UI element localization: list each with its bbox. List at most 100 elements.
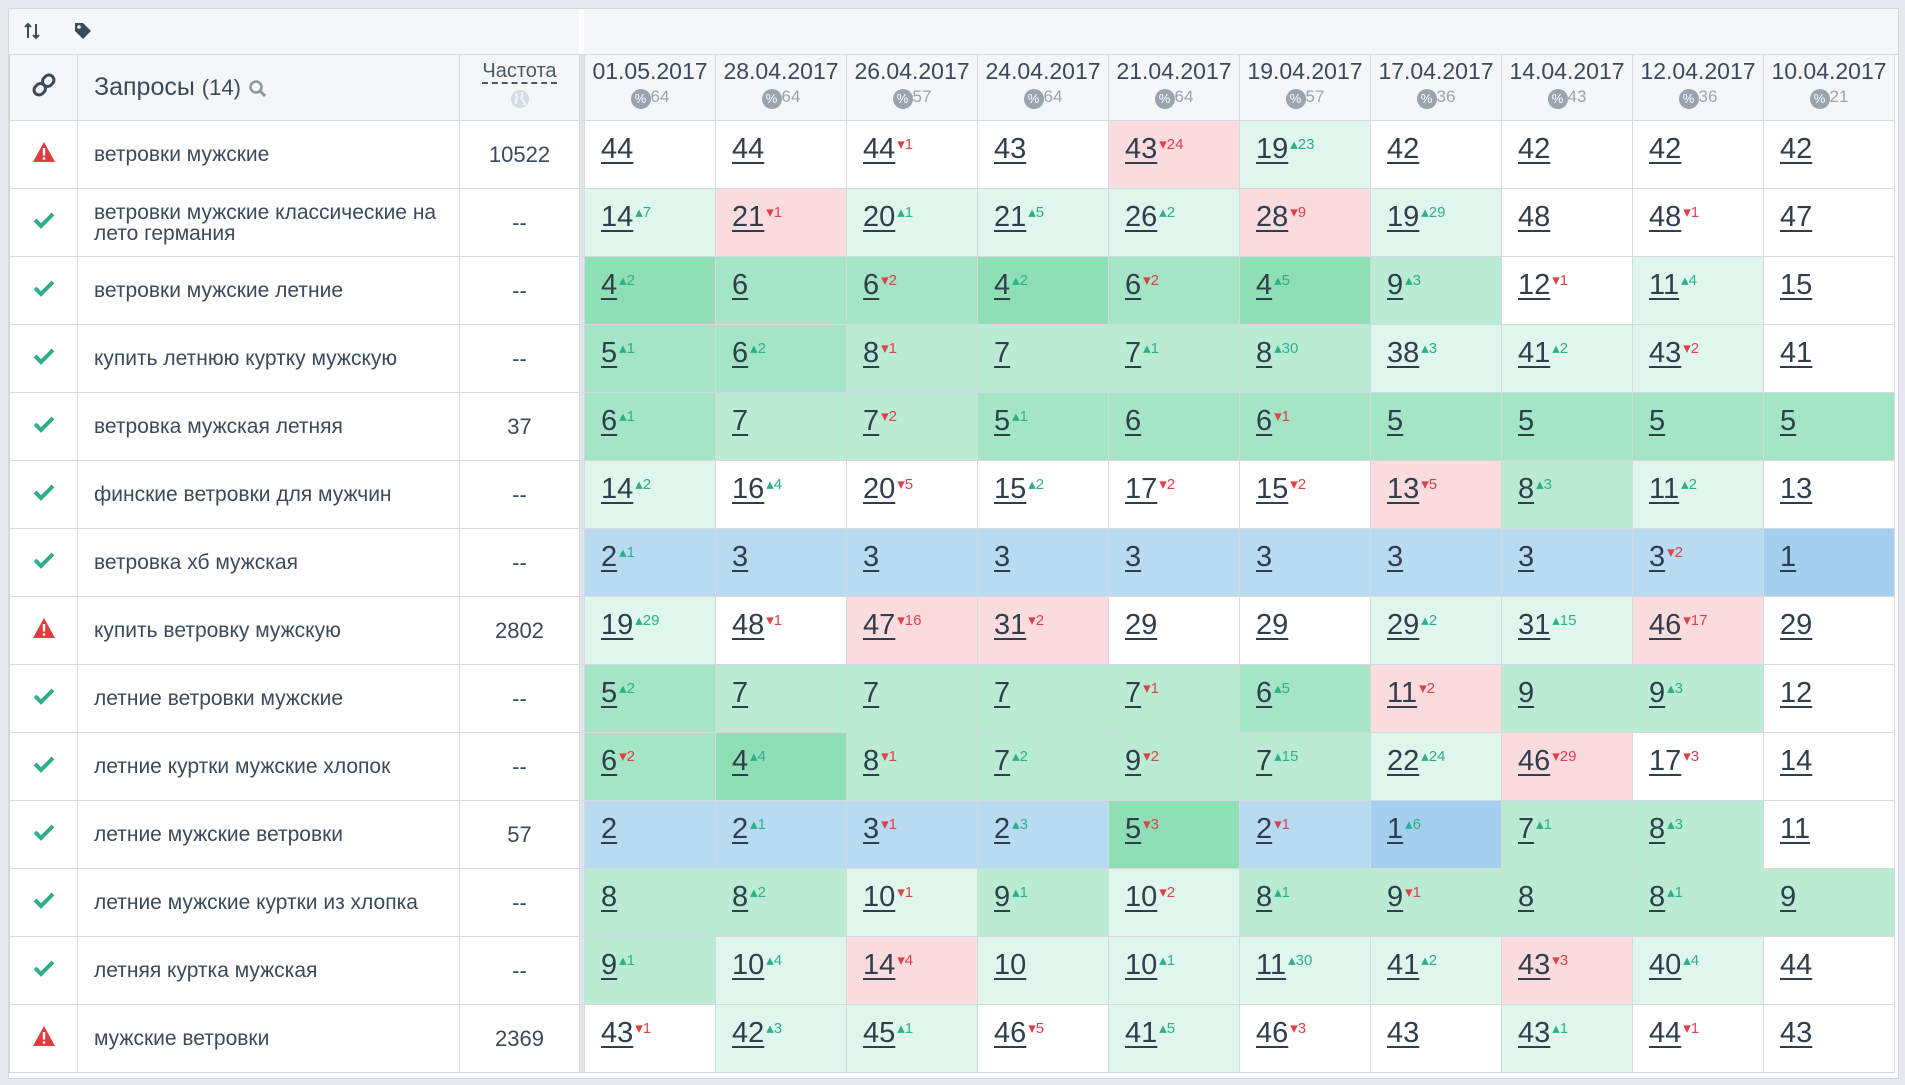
position-value[interactable]: 5 xyxy=(1649,405,1666,437)
position-value[interactable]: 8 xyxy=(1518,881,1535,913)
position-value[interactable]: 6 xyxy=(601,405,618,437)
position-value[interactable]: 44 xyxy=(601,133,634,165)
position-value[interactable]: 6 xyxy=(732,269,749,301)
query-text[interactable]: купить ветровку мужскую xyxy=(77,596,460,665)
position-value[interactable]: 26 xyxy=(1125,201,1158,233)
position-value[interactable]: 3 xyxy=(994,541,1011,573)
position-value[interactable]: 43 xyxy=(1387,1017,1420,1049)
position-value[interactable]: 4 xyxy=(601,269,618,301)
position-value[interactable]: 6 xyxy=(1256,677,1273,709)
position-value[interactable]: 15 xyxy=(1256,473,1289,505)
position-value[interactable]: 10 xyxy=(994,949,1027,981)
link-icon[interactable] xyxy=(29,70,59,100)
position-value[interactable]: 5 xyxy=(1387,405,1404,437)
position-value[interactable]: 4 xyxy=(994,269,1011,301)
position-value[interactable]: 28 xyxy=(1256,201,1289,233)
position-value[interactable]: 3 xyxy=(863,541,880,573)
position-value[interactable]: 44 xyxy=(732,133,765,165)
position-value[interactable]: 3 xyxy=(1125,541,1142,573)
position-value[interactable]: 29 xyxy=(1387,609,1420,641)
position-value[interactable]: 40 xyxy=(1649,949,1682,981)
position-value[interactable]: 2 xyxy=(732,813,749,845)
query-text[interactable]: ветровки мужские классические на лето ге… xyxy=(77,188,460,257)
position-value[interactable]: 10 xyxy=(1125,881,1158,913)
position-value[interactable]: 3 xyxy=(1387,541,1404,573)
position-value[interactable]: 8 xyxy=(1518,473,1535,505)
tag-icon[interactable] xyxy=(73,21,93,41)
queries-header[interactable]: Запросы (14) xyxy=(77,54,460,121)
position-value[interactable]: 9 xyxy=(1387,269,1404,301)
position-value[interactable]: 42 xyxy=(1780,133,1813,165)
position-value[interactable]: 46 xyxy=(1256,1017,1289,1049)
position-value[interactable]: 6 xyxy=(601,745,618,777)
position-value[interactable]: 48 xyxy=(1649,201,1682,233)
position-value[interactable]: 41 xyxy=(1125,1017,1158,1049)
position-value[interactable]: 10 xyxy=(1125,949,1158,981)
position-value[interactable]: 47 xyxy=(863,609,896,641)
position-value[interactable]: 11 xyxy=(1256,949,1287,981)
position-value[interactable]: 7 xyxy=(994,337,1011,369)
position-value[interactable]: 5 xyxy=(1518,405,1535,437)
position-value[interactable]: 5 xyxy=(601,337,618,369)
position-value[interactable]: 1 xyxy=(1387,813,1404,845)
position-value[interactable]: 11 xyxy=(1649,269,1680,301)
position-value[interactable]: 7 xyxy=(732,677,749,709)
position-value[interactable]: 46 xyxy=(1649,609,1682,641)
position-value[interactable]: 3 xyxy=(1518,541,1535,573)
position-value[interactable]: 8 xyxy=(601,881,618,913)
position-value[interactable]: 14 xyxy=(1780,745,1813,777)
position-value[interactable]: 42 xyxy=(1518,133,1551,165)
position-value[interactable]: 31 xyxy=(994,609,1027,641)
position-value[interactable]: 14 xyxy=(601,201,634,233)
position-value[interactable]: 41 xyxy=(1518,337,1551,369)
position-value[interactable]: 11 xyxy=(1780,813,1811,845)
position-value[interactable]: 14 xyxy=(863,949,896,981)
date-column-header[interactable]: 14.04.2017% 43 xyxy=(1501,54,1633,121)
position-value[interactable]: 43 xyxy=(1125,133,1158,165)
date-column-header[interactable]: 24.04.2017% 64 xyxy=(977,54,1109,121)
position-value[interactable]: 2 xyxy=(1256,813,1273,845)
position-value[interactable]: 7 xyxy=(994,677,1011,709)
position-value[interactable]: 4 xyxy=(1256,269,1273,301)
position-value[interactable]: 20 xyxy=(863,473,896,505)
date-column-header[interactable]: 28.04.2017% 64 xyxy=(715,54,847,121)
position-value[interactable]: 8 xyxy=(863,745,880,777)
position-value[interactable]: 45 xyxy=(863,1017,896,1049)
date-column-header[interactable]: 19.04.2017% 57 xyxy=(1239,54,1371,121)
position-value[interactable]: 42 xyxy=(1387,133,1420,165)
date-column-header[interactable]: 17.04.2017% 36 xyxy=(1370,54,1502,121)
position-value[interactable]: 48 xyxy=(732,609,765,641)
position-value[interactable]: 8 xyxy=(1256,881,1273,913)
query-text[interactable]: летние куртки мужские хлопок xyxy=(77,732,460,801)
position-value[interactable]: 11 xyxy=(1387,677,1418,709)
query-text[interactable]: летняя куртка мужская xyxy=(77,936,460,1005)
query-text[interactable]: ветровка хб мужская xyxy=(77,528,460,597)
position-value[interactable]: 6 xyxy=(863,269,880,301)
position-value[interactable]: 7 xyxy=(863,405,880,437)
position-value[interactable]: 3 xyxy=(863,813,880,845)
date-column-header[interactable]: 26.04.2017% 57 xyxy=(846,54,978,121)
position-value[interactable]: 6 xyxy=(1125,405,1142,437)
position-value[interactable]: 46 xyxy=(1518,745,1551,777)
position-value[interactable]: 16 xyxy=(732,473,765,505)
query-text[interactable]: финские ветровки для мужчин xyxy=(77,460,460,529)
position-value[interactable]: 17 xyxy=(1125,473,1158,505)
position-value[interactable]: 8 xyxy=(1649,881,1666,913)
position-value[interactable]: 41 xyxy=(1387,949,1420,981)
position-value[interactable]: 9 xyxy=(1780,881,1797,913)
position-value[interactable]: 29 xyxy=(1125,609,1158,641)
position-value[interactable]: 9 xyxy=(1125,745,1142,777)
position-value[interactable]: 42 xyxy=(732,1017,765,1049)
position-value[interactable]: 7 xyxy=(1518,813,1535,845)
position-value[interactable]: 46 xyxy=(994,1017,1027,1049)
position-value[interactable]: 11 xyxy=(1649,473,1680,505)
sort-arrows-icon[interactable] xyxy=(23,21,43,41)
position-value[interactable]: 9 xyxy=(1387,881,1404,913)
position-value[interactable]: 7 xyxy=(863,677,880,709)
position-value[interactable]: 5 xyxy=(601,677,618,709)
position-value[interactable]: 1 xyxy=(1780,541,1797,573)
position-value[interactable]: 3 xyxy=(1649,541,1666,573)
position-value[interactable]: 2 xyxy=(601,813,618,845)
position-value[interactable]: 8 xyxy=(732,881,749,913)
query-text[interactable]: летние ветровки мужские xyxy=(77,664,460,733)
